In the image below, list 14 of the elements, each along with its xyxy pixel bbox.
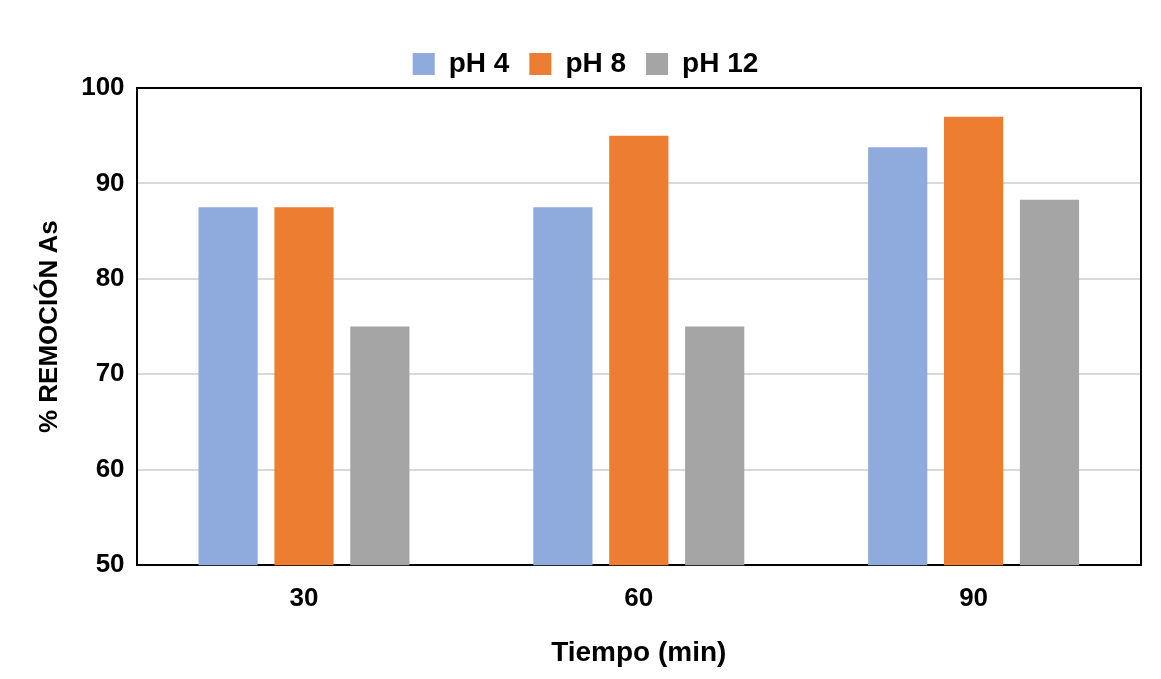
x-axis-title: Tiempo (min) <box>551 635 727 667</box>
y-tick-label: 80 <box>95 262 125 293</box>
y-tick-label: 60 <box>95 452 125 483</box>
legend-label: pH 4 <box>448 46 510 78</box>
y-tick-label: 70 <box>95 357 125 388</box>
y-tick-label: 50 <box>95 548 125 579</box>
legend-label: pH 12 <box>682 46 759 78</box>
x-tick-label: 90 <box>959 581 989 612</box>
y-axis-title: % REMOCIÓN As <box>32 220 63 434</box>
y-tick-label: 90 <box>95 166 125 197</box>
legend-label: pH 8 <box>565 46 627 78</box>
y-tick-label: 100 <box>81 71 125 102</box>
x-tick-label: 60 <box>624 581 654 612</box>
x-tick-label: 30 <box>289 581 319 612</box>
